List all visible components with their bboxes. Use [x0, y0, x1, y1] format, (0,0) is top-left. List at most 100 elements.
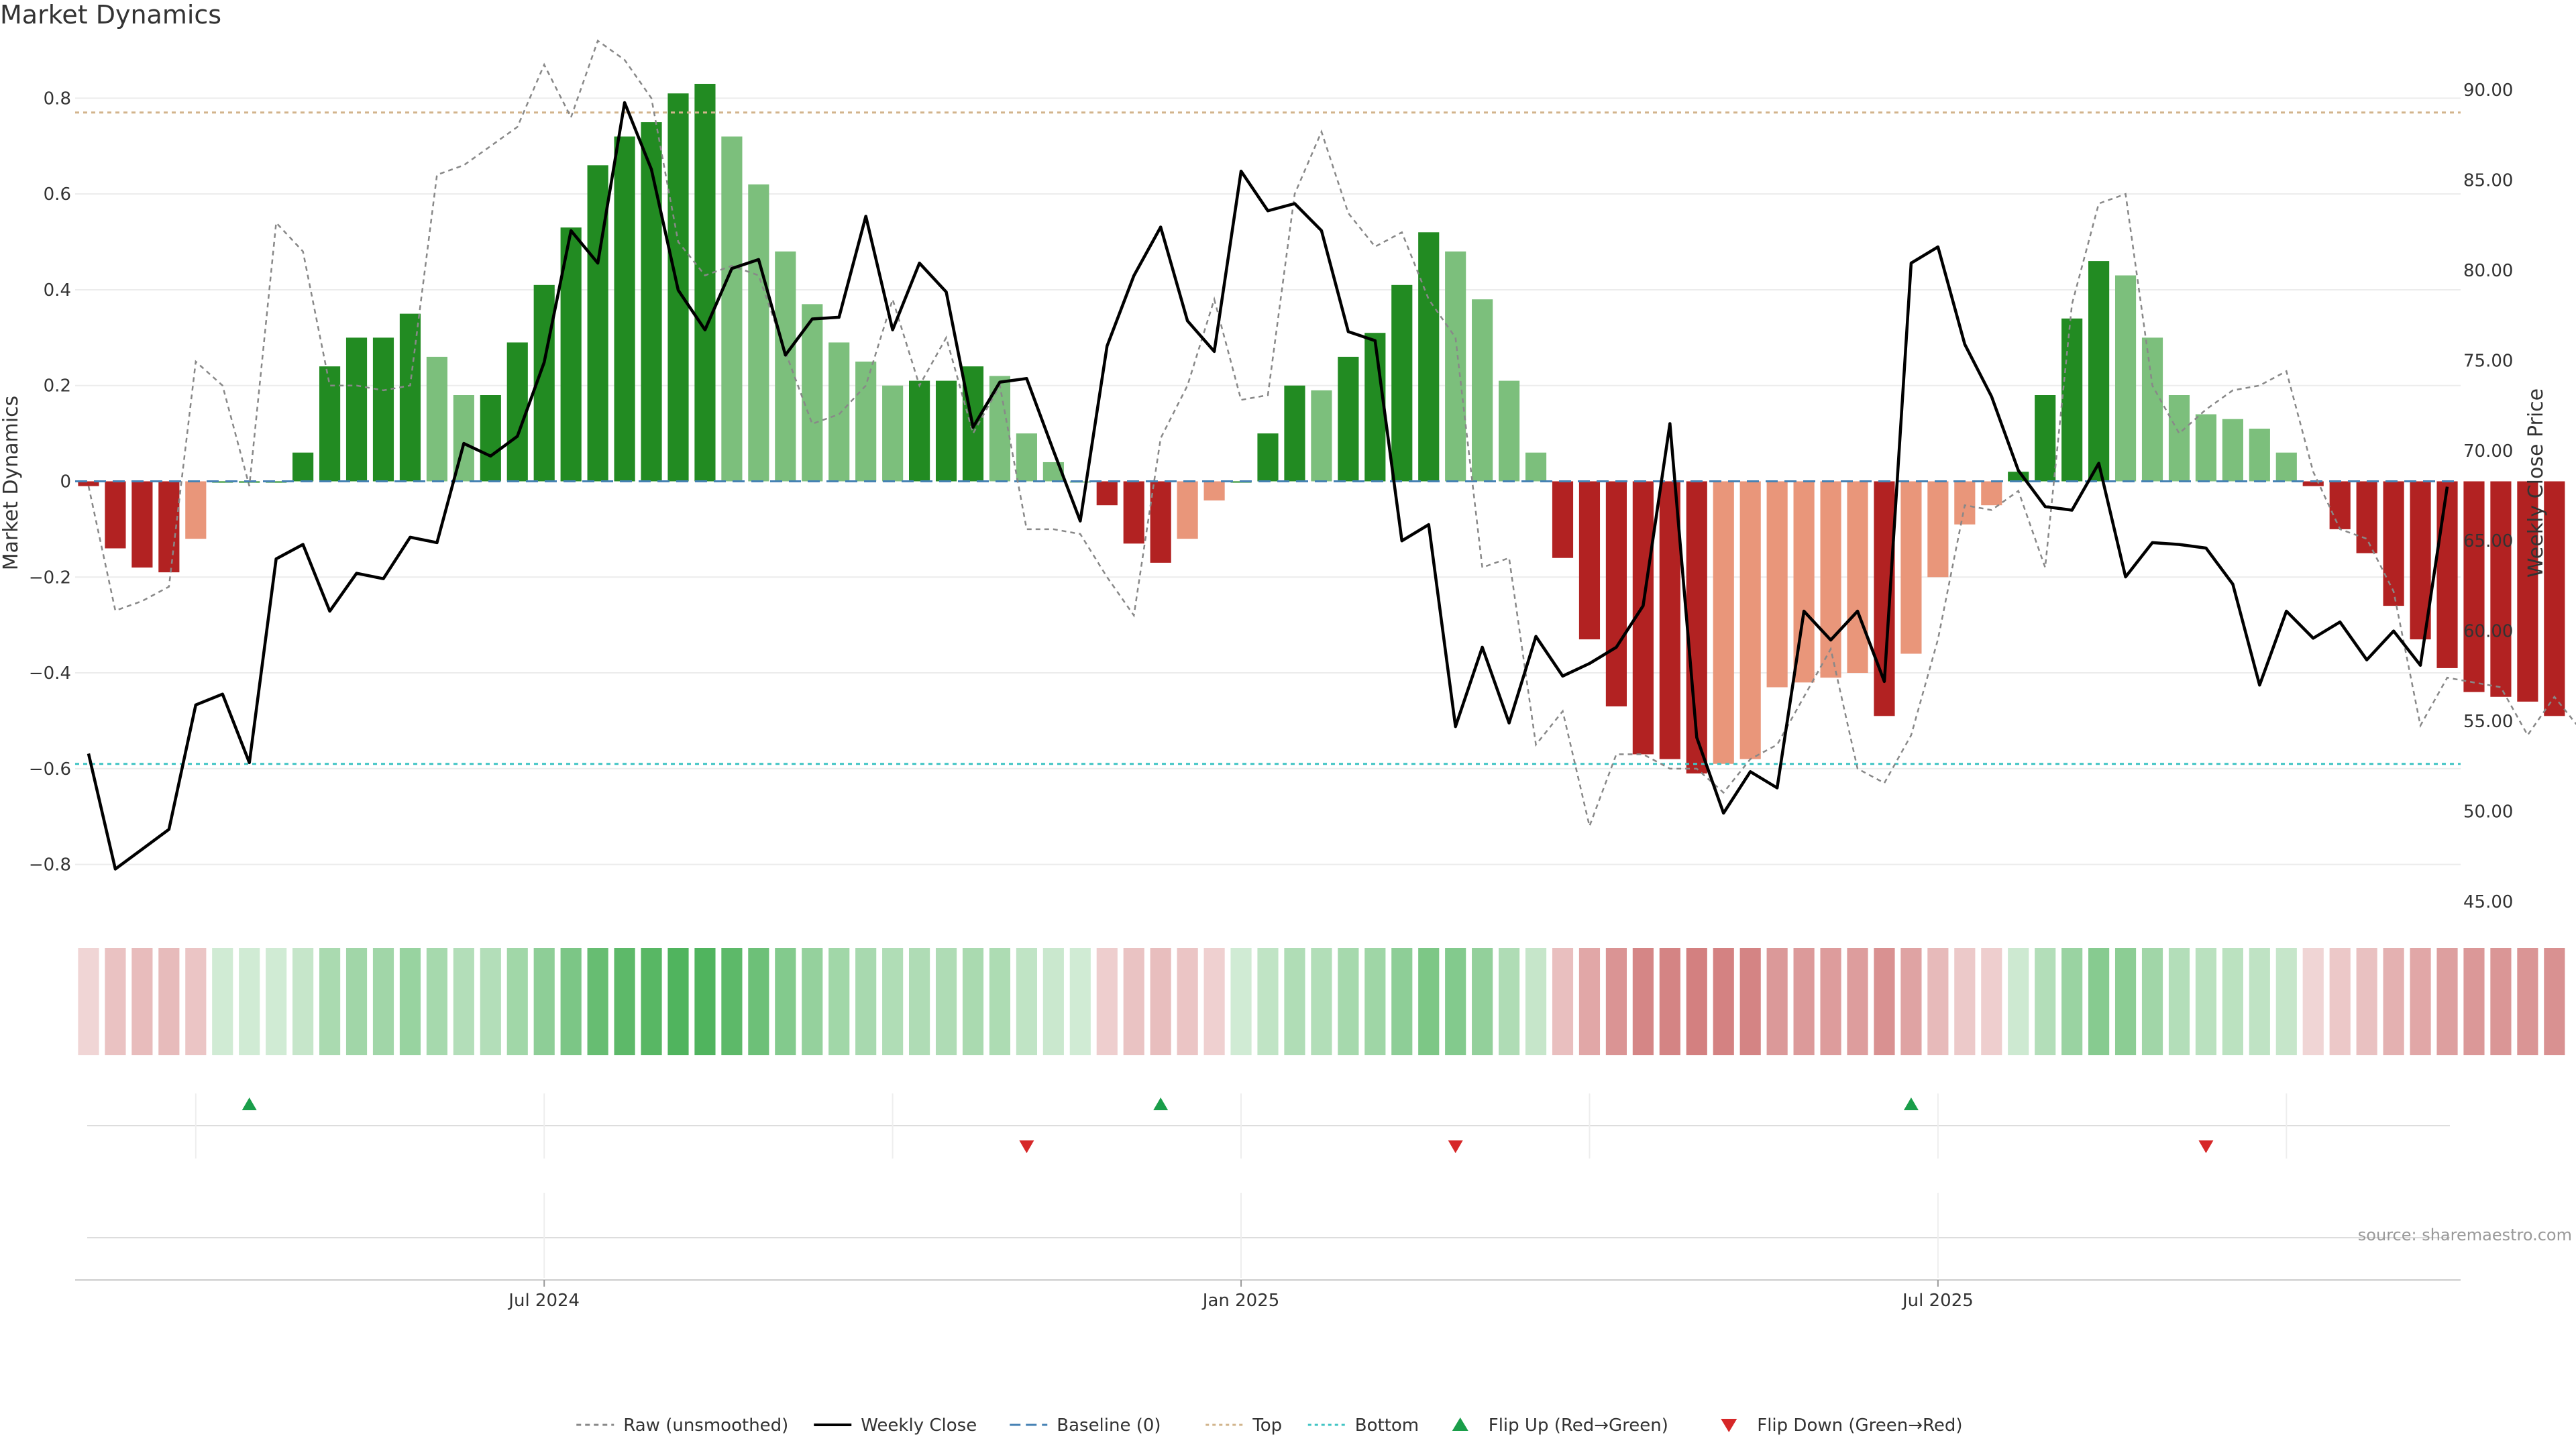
legend-item-close: Weekly Close: [814, 1415, 977, 1436]
legend-swatch: [1452, 1417, 1468, 1431]
y-tick-label: −0.4: [29, 663, 71, 684]
bar: [212, 481, 233, 483]
bar: [2517, 481, 2538, 702]
x-tick-label: Jul 2025: [1901, 1291, 1974, 1311]
x-tick-label: Jul 2024: [507, 1291, 580, 1311]
bar: [1445, 251, 1466, 482]
y-tick-label: −0.8: [29, 855, 71, 875]
legend-label: Flip Up (Red→Green): [1489, 1415, 1668, 1436]
bar: [935, 380, 957, 482]
heat-cell: [2008, 948, 2029, 1055]
heat-cell: [1096, 948, 1118, 1055]
bar: [131, 481, 153, 568]
x-axis: Jul 2024 Jan 2025 Jul 2025: [75, 1279, 2461, 1311]
heat-cell: [2410, 948, 2431, 1055]
legend-item-raw: Raw (unsmoothed): [576, 1415, 788, 1436]
heat-cell: [1525, 948, 1547, 1055]
y2-tick-label: 85.00: [2463, 171, 2513, 191]
heat-cell: [2544, 948, 2565, 1055]
bar: [1820, 481, 1841, 678]
bar: [1123, 481, 1144, 544]
bar: [1499, 380, 1520, 482]
heat-strip: [78, 948, 2565, 1055]
heat-cell: [480, 948, 501, 1055]
y2-tick-label: 60.00: [2463, 622, 2513, 642]
legend-item-flip_down: Flip Down (Green→Red): [1721, 1415, 1963, 1436]
y-tick-label: 0.2: [44, 376, 71, 396]
grid-lines: [75, 97, 2461, 865]
heat-cell: [1311, 948, 1332, 1055]
bar: [1659, 481, 1680, 759]
heat-cell: [1499, 948, 1520, 1055]
heat-cell: [2035, 948, 2056, 1055]
flip-down-marker: [2198, 1140, 2214, 1153]
y-axis-label: Market Dynamics: [0, 396, 23, 571]
heat-cell: [2436, 948, 2458, 1055]
bar: [2141, 337, 2163, 482]
bar: [1150, 481, 1171, 563]
flip-markers-panel: [87, 1093, 2450, 1278]
bar: [1203, 481, 1225, 501]
heat-cell: [721, 948, 743, 1055]
heat-cell: [1552, 948, 1574, 1055]
bar: [480, 395, 501, 482]
heat-cell: [2061, 948, 2083, 1055]
heat-cell: [1257, 948, 1279, 1055]
legend-item-baseline: Baseline (0): [1010, 1415, 1161, 1436]
bar: [2544, 481, 2565, 716]
heat-cell: [1284, 948, 1305, 1055]
heat-cell: [506, 948, 528, 1055]
heat-cell: [1338, 948, 1359, 1055]
heat-cell: [828, 948, 850, 1055]
bar: [1847, 481, 1868, 674]
heat-cell: [2383, 948, 2404, 1055]
flip-down-marker: [1019, 1140, 1034, 1153]
heat-cell: [1177, 948, 1198, 1055]
bar: [775, 251, 796, 482]
y2-tick-label: 90.00: [2463, 80, 2513, 101]
heat-cell: [158, 948, 180, 1055]
main-bars: [78, 83, 2565, 773]
bar: [1284, 385, 1305, 482]
heat-cell: [399, 948, 421, 1055]
y-tick-label: 0: [60, 472, 71, 492]
heat-cell: [1605, 948, 1627, 1055]
heat-cell: [748, 948, 769, 1055]
heat-cell: [2195, 948, 2217, 1055]
bar: [105, 481, 126, 549]
heat-cell: [935, 948, 957, 1055]
bar: [266, 481, 287, 483]
bar: [1016, 433, 1037, 482]
legend-item-flip_up: Flip Up (Red→Green): [1452, 1415, 1668, 1436]
heat-cell: [1713, 948, 1734, 1055]
y2-tick-label: 50.00: [2463, 802, 2513, 822]
heat-cell: [1739, 948, 1761, 1055]
heat-cell: [989, 948, 1011, 1055]
y-tick-label: 0.8: [44, 89, 71, 109]
heat-cell: [266, 948, 287, 1055]
heat-cell: [131, 948, 153, 1055]
legend-label: Top: [1252, 1415, 1282, 1436]
y2-tick-label: 70.00: [2463, 441, 2513, 462]
heat-cell: [1016, 948, 1037, 1055]
heat-cell: [802, 948, 823, 1055]
flip-up-marker: [1903, 1097, 1919, 1110]
heat-cell: [2463, 948, 2485, 1055]
heat-cell: [855, 948, 877, 1055]
heat-cell: [1954, 948, 1976, 1055]
bar: [2275, 452, 2297, 482]
heat-cell: [1230, 948, 1252, 1055]
bar: [2356, 481, 2377, 553]
heat-cell: [2168, 948, 2190, 1055]
bar: [1981, 481, 2002, 506]
bar: [185, 481, 207, 539]
legend: Raw (unsmoothed) Weekly Close Baseline (0)…: [576, 1415, 1963, 1436]
legend-label: Flip Down (Green→Red): [1757, 1415, 1962, 1436]
heat-cell: [694, 948, 716, 1055]
bar: [614, 136, 635, 482]
heat-cell: [78, 948, 99, 1055]
bar: [506, 342, 528, 482]
legend-label: Bottom: [1355, 1415, 1419, 1436]
heat-cell: [292, 948, 314, 1055]
